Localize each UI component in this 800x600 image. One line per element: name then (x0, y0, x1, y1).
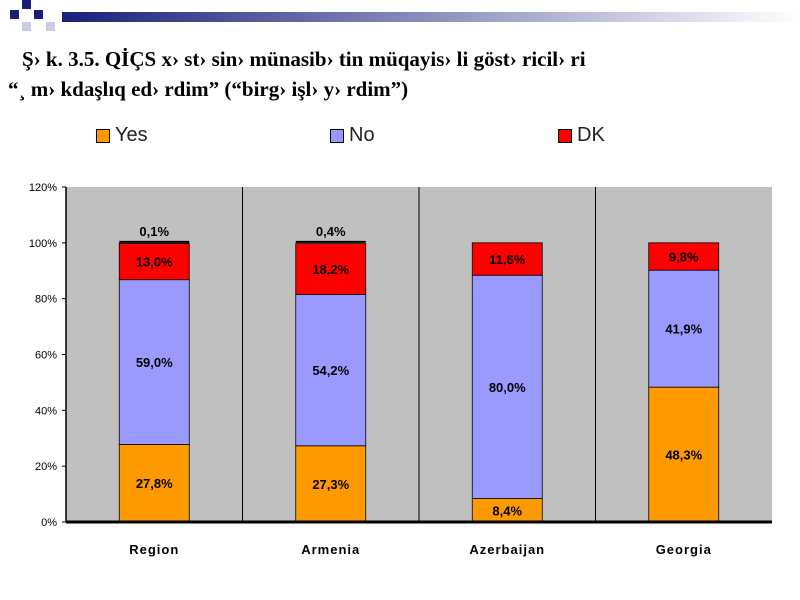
page-title: Ş› k. 3.5. QİÇS x› st› sin› münasib› tin… (8, 44, 798, 104)
y-tick-label: 60% (35, 350, 57, 362)
legend-label-yes: Yes (115, 124, 148, 146)
bar-segment-dk (648, 242, 720, 271)
data-label-no: 80,0% (489, 380, 526, 395)
data-label-yes: 27,3% (312, 477, 349, 492)
legend-swatch-dk (558, 128, 572, 143)
data-label-dk: 9,8% (669, 250, 699, 265)
bar-segment-no (295, 294, 367, 447)
data-label-yes: 27,8% (136, 476, 173, 491)
bar-segment-no (471, 274, 543, 499)
bar-segment-dk (295, 243, 367, 295)
legend-item-dk: DK (558, 124, 605, 147)
chart-legend: Yes No DK (0, 124, 800, 150)
y-tick-label: 0% (41, 517, 57, 529)
legend-label-dk: DK (577, 124, 605, 146)
bar-segment-no (648, 269, 720, 388)
y-tick-label: 120% (29, 182, 57, 194)
data-label-yes: 8,4% (492, 503, 522, 518)
legend-item-yes: Yes (96, 124, 148, 147)
title-line-2: “¸ m› kdaşlıq ed› rdim” (“birg› işl› y› … (8, 77, 409, 101)
x-tick-label: Azerbaijan (469, 542, 545, 557)
legend-swatch-yes (96, 128, 110, 143)
stacked-bar-chart: 0% 20% 40% 60% 80% 100% 120% 27,8% 59,0% 13,0% 0,1… (29, 182, 772, 557)
bar-segment-yes (648, 386, 720, 523)
data-label-top: 0,1% (139, 224, 169, 239)
bar-segment-dk (471, 242, 543, 276)
data-label-no: 41,9% (665, 322, 702, 337)
x-tick-label: Region (129, 542, 179, 557)
bar-segment-yes (295, 445, 367, 523)
header-decoration (10, 0, 800, 31)
y-tick-label: 20% (35, 461, 57, 473)
data-label-no: 59,0% (136, 355, 173, 370)
x-tick-label: Georgia (656, 542, 712, 557)
data-label-dk: 13,0% (136, 255, 173, 270)
legend-swatch-no (330, 128, 344, 143)
y-tick-label: 100% (29, 238, 57, 250)
data-label-dk: 11,6% (489, 252, 526, 267)
data-label-no: 54,2% (312, 363, 349, 378)
data-label-yes: 48,3% (665, 448, 702, 463)
bar-segment-yes (118, 443, 190, 523)
y-tick-label: 80% (35, 294, 57, 306)
x-tick-label: Armenia (301, 542, 360, 557)
bar-segment-dk (118, 242, 190, 281)
data-label-dk: 18,2% (312, 262, 349, 277)
legend-item-no: No (330, 124, 375, 147)
y-tick-label: 40% (35, 405, 57, 417)
title-line-1: Ş› k. 3.5. QİÇS x› st› sin› münasib› tin… (22, 47, 586, 71)
data-label-top: 0,4% (316, 224, 346, 239)
legend-label-no: No (349, 124, 375, 146)
bar-segment-no (118, 279, 190, 445)
